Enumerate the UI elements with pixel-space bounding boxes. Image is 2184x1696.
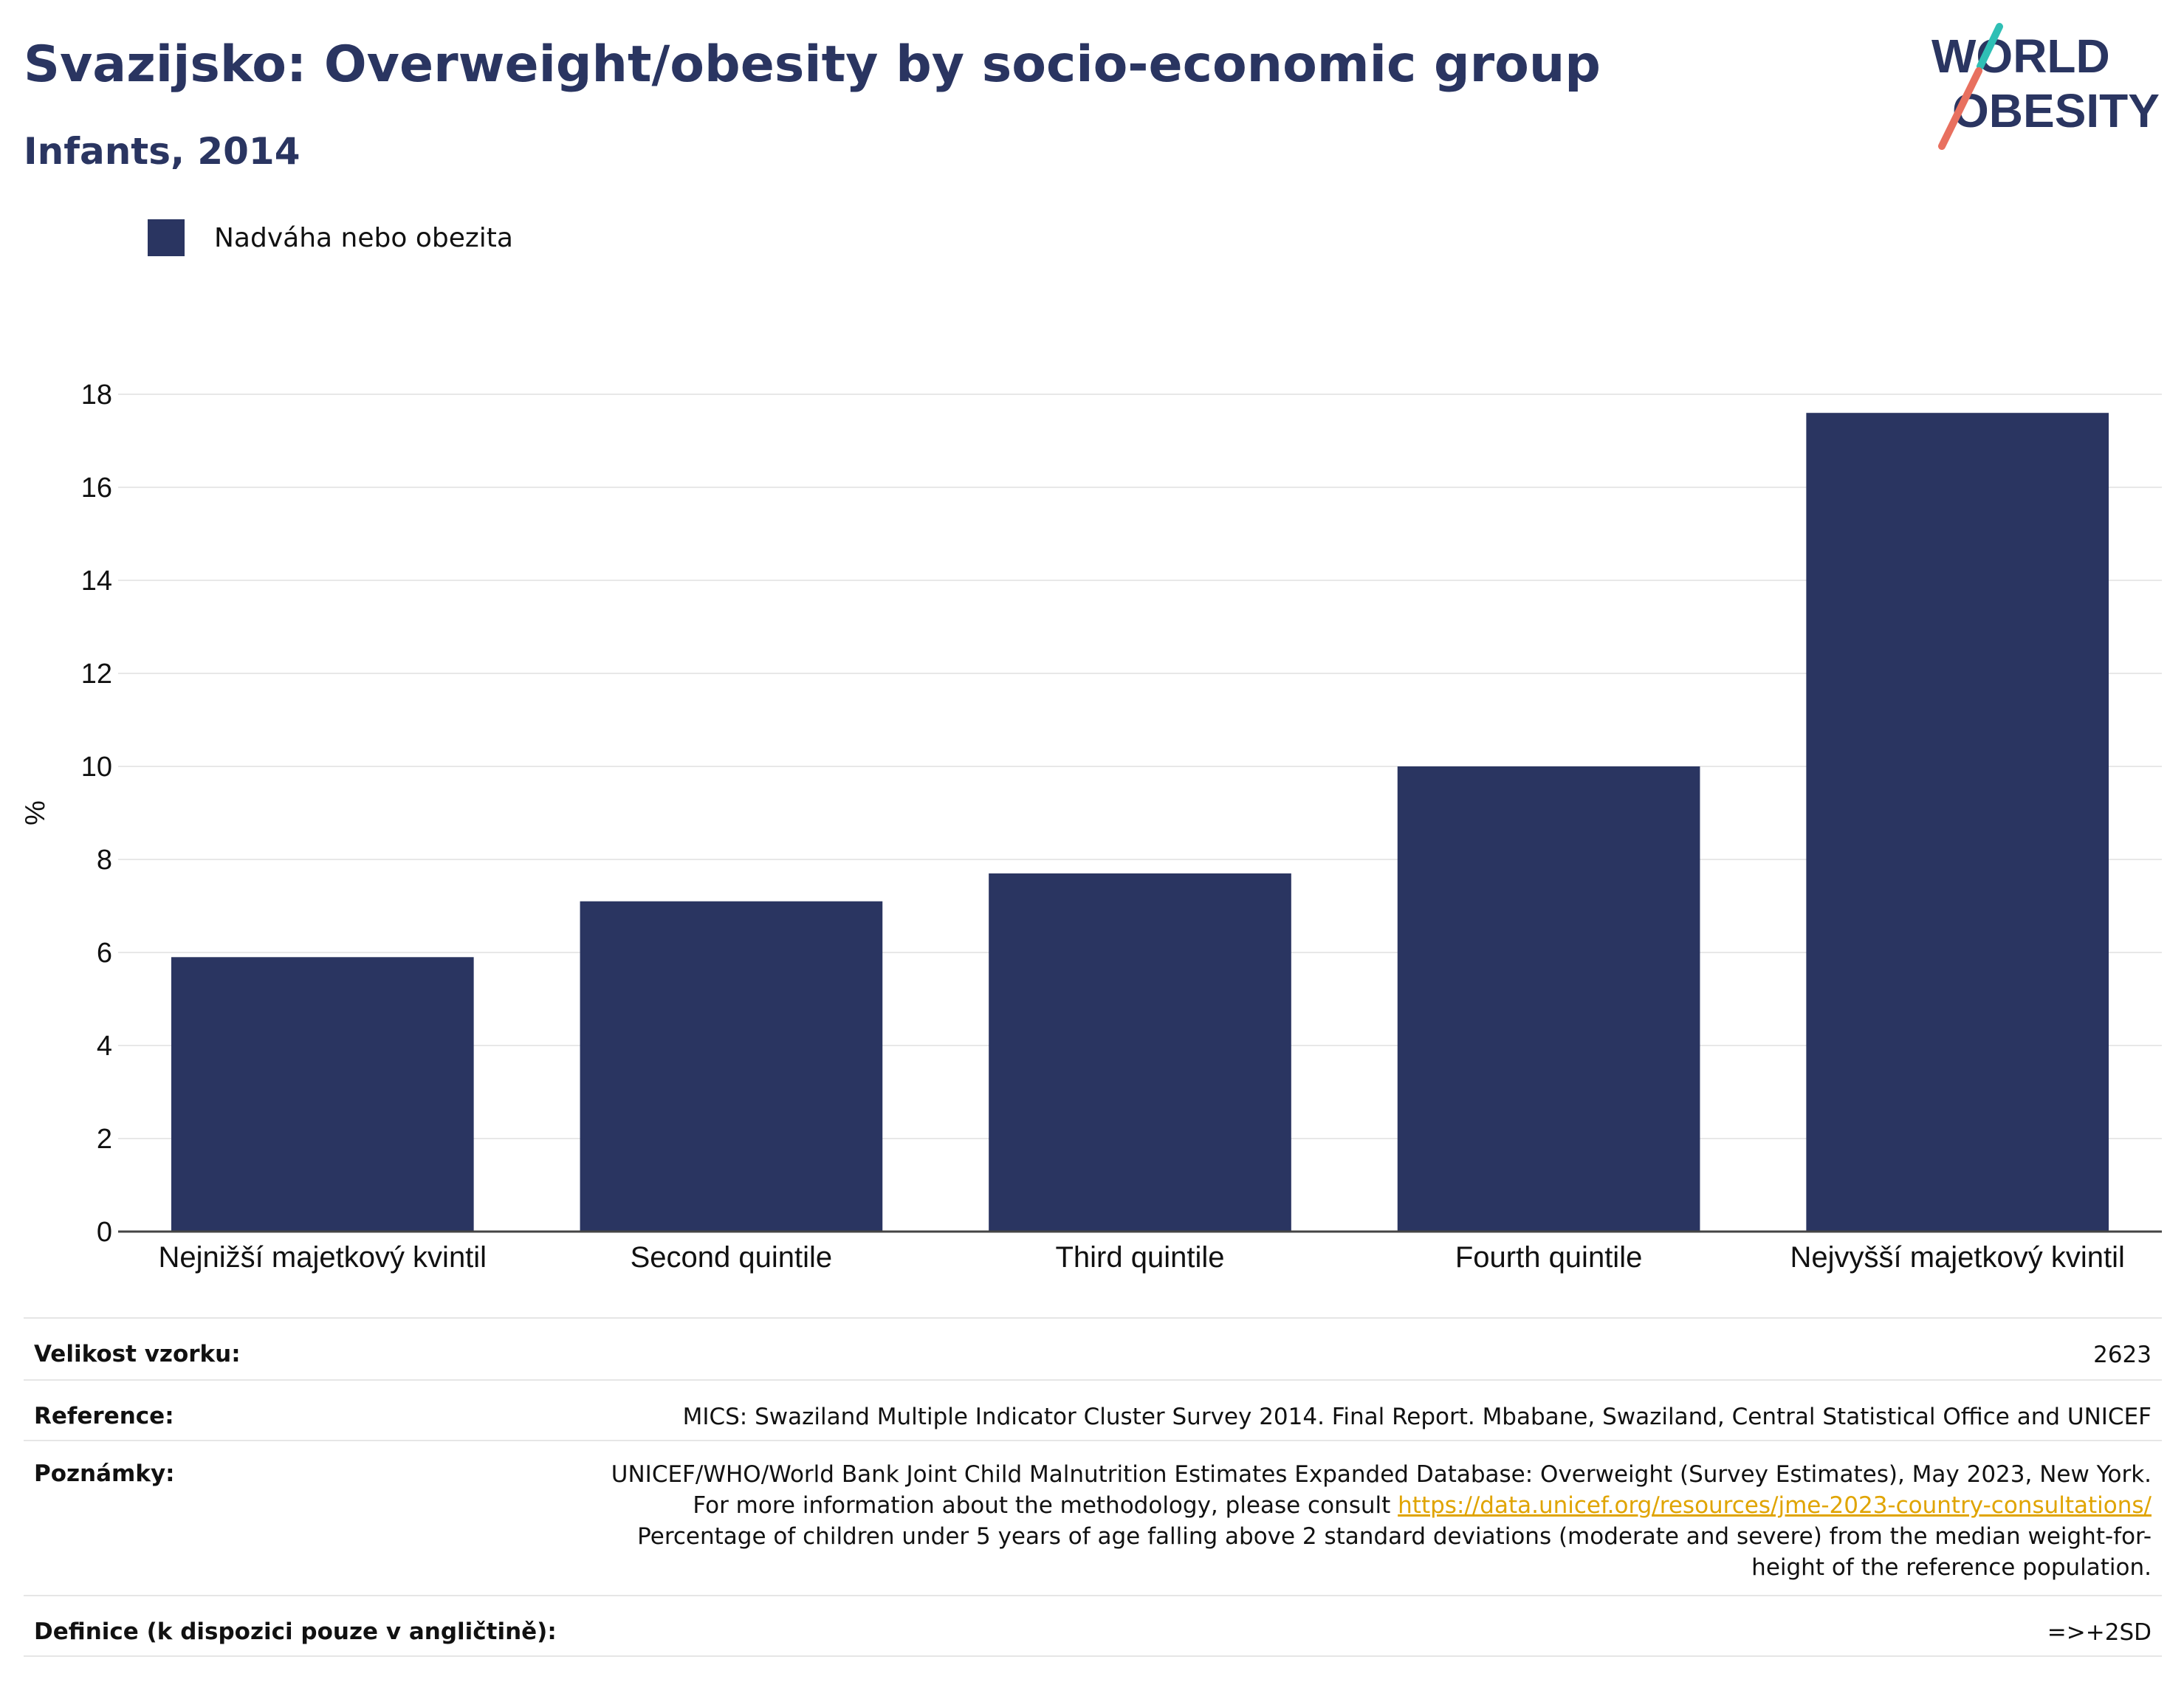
world-obesity-logo: WORLD OBESITY	[1931, 23, 2160, 150]
y-tick-label: 12	[81, 659, 112, 690]
y-tick-label: 16	[81, 473, 112, 504]
bars	[171, 413, 2109, 1232]
notes-row: Poznámky: UNICEF/WHO/World Bank Joint Ch…	[24, 1440, 2162, 1595]
reference-label: Reference:	[34, 1403, 174, 1429]
y-axis-ticks: 0 2 4 6 8 10 12 14 16 18	[81, 380, 112, 1248]
y-tick-label: 10	[81, 752, 112, 783]
bar	[1397, 766, 1700, 1232]
x-tick-label: Nejnižší majetkový kvintil	[159, 1241, 487, 1274]
bar-chart: 0 2 4 6 8 10 12 14 16 18 Nejnižší majetkový kvint…	[20, 380, 2162, 1274]
reference-row: Reference: MICS: Swaziland Multiple Indi…	[24, 1379, 2162, 1440]
page-title: Svazijsko: Overweight/obesity by socio-e…	[24, 35, 1601, 94]
logo-coral-slash	[1938, 67, 1982, 150]
sample-size-label: Velikost vzorku:	[34, 1341, 241, 1367]
x-tick-label: Nejvyšší majetkový kvintil	[1790, 1241, 2124, 1274]
sample-size-row: Velikost vzorku: 2623	[24, 1317, 2162, 1379]
page-subtitle: Infants, 2014	[24, 130, 301, 173]
legend-swatch	[148, 219, 185, 256]
bar	[989, 873, 1291, 1232]
y-tick-label: 2	[97, 1124, 112, 1155]
x-tick-label: Second quintile	[631, 1241, 833, 1274]
bar	[1806, 413, 2109, 1232]
logo-line1: WORLD	[1931, 30, 2110, 83]
y-tick-label: 6	[97, 938, 112, 969]
reference-value: MICS: Swaziland Multiple Indicator Clust…	[682, 1404, 2152, 1430]
sample-size-value: 2623	[2093, 1342, 2152, 1368]
y-tick-label: 14	[81, 566, 112, 597]
definition-row: Definice (k dispozici pouze v angličtině…	[24, 1595, 2162, 1657]
y-tick-label: 0	[97, 1217, 112, 1248]
logo-teal-slash	[1977, 23, 2003, 70]
metadata-table: Velikost vzorku: 2623 Reference: MICS: S…	[24, 1317, 2162, 1657]
bar	[171, 957, 474, 1232]
x-tick-label: Third quintile	[1055, 1241, 1224, 1274]
y-axis-label: %	[20, 800, 51, 825]
notes-text-before: UNICEF/WHO/World Bank Joint Child Malnut…	[611, 1461, 2152, 1519]
definition-value: =>+2SD	[2047, 1619, 2152, 1646]
y-tick-label: 8	[97, 845, 112, 876]
logo-line2: OBESITY	[1952, 84, 2160, 137]
notes-value: UNICEF/WHO/World Bank Joint Child Malnut…	[586, 1459, 2152, 1583]
y-tick-label: 4	[97, 1031, 112, 1062]
x-tick-label: Fourth quintile	[1455, 1241, 1642, 1274]
definition-label: Definice (k dispozici pouze v angličtině…	[34, 1618, 557, 1645]
methodology-link[interactable]: https://data.unicef.org/resources/jme-20…	[1398, 1492, 2152, 1519]
y-tick-label: 18	[81, 380, 112, 411]
bar	[580, 901, 883, 1232]
notes-label: Poznámky:	[34, 1460, 175, 1487]
x-axis-ticks: Nejnižší majetkový kvintil Second quintil…	[159, 1241, 2125, 1274]
legend: Nadváha nebo obezita	[148, 219, 513, 257]
notes-text-after: Percentage of children under 5 years of …	[637, 1523, 2152, 1581]
legend-label: Nadváha nebo obezita	[214, 222, 513, 253]
